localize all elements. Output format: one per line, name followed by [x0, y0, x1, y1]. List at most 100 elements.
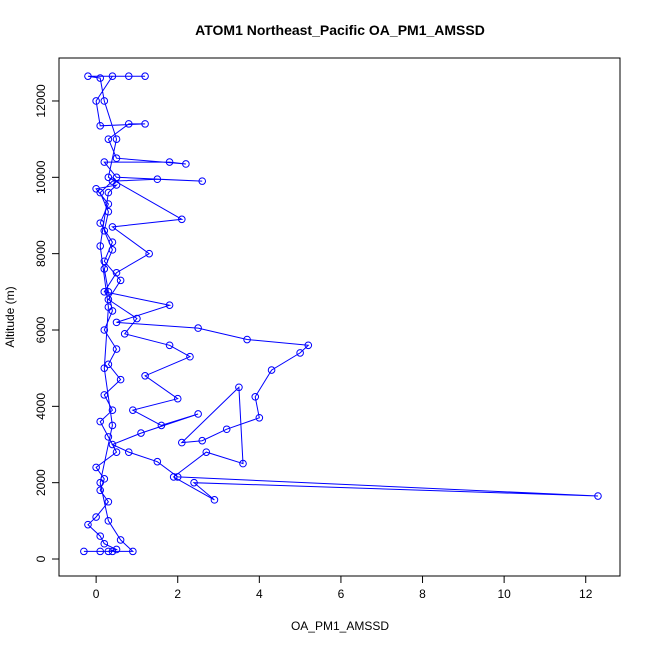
data-point — [92, 513, 100, 521]
data-point — [169, 473, 178, 481]
data-point — [153, 175, 162, 184]
data-point — [104, 360, 113, 369]
data-point — [129, 406, 137, 414]
data-point — [304, 341, 313, 350]
data-point — [190, 478, 198, 487]
data-point — [222, 425, 231, 434]
data-point — [100, 364, 109, 372]
data-point — [104, 547, 113, 556]
data-point — [96, 242, 105, 250]
data-point — [141, 120, 149, 128]
data-point — [100, 257, 109, 266]
data-point — [112, 173, 121, 182]
data-point — [255, 413, 264, 422]
data-point — [84, 520, 92, 529]
data-point — [296, 349, 304, 357]
data-point — [108, 246, 117, 254]
data-point — [112, 268, 121, 277]
data-point — [165, 158, 174, 166]
y-tick-label: 8000 — [34, 240, 48, 267]
data-point — [104, 295, 113, 304]
data-point — [96, 417, 105, 426]
data-point — [104, 200, 113, 208]
data-point — [100, 226, 109, 235]
data-point — [194, 324, 202, 332]
data-point — [96, 121, 105, 130]
data-point — [198, 436, 207, 445]
data-point — [100, 539, 109, 548]
data-point — [112, 318, 121, 327]
data-point — [210, 496, 219, 504]
data-point — [243, 335, 251, 344]
chart-title: ATOM1 Northeast_Pacific OA_PM1_AMSSD — [195, 22, 485, 38]
data-point — [108, 440, 117, 449]
data-point — [100, 326, 109, 334]
data-point — [100, 475, 109, 483]
y-tick-label: 12000 — [34, 84, 48, 118]
plot-frame — [58, 57, 621, 577]
data-point — [120, 330, 129, 338]
data-point — [92, 97, 100, 105]
data-point — [124, 120, 133, 128]
y-tick-label: 10000 — [34, 160, 48, 194]
data-point — [178, 438, 186, 447]
data-point — [80, 547, 88, 556]
data-point — [173, 473, 182, 481]
data-point — [96, 219, 105, 227]
data-point — [92, 184, 100, 193]
data-point — [178, 215, 186, 224]
x-tick-label: 10 — [497, 587, 511, 601]
data-point — [100, 391, 109, 399]
data-point — [251, 392, 260, 401]
data-point — [108, 547, 117, 556]
data-point — [96, 188, 105, 197]
data-point — [84, 72, 92, 80]
data-point — [112, 154, 121, 163]
data-point — [186, 352, 194, 361]
data-point — [108, 238, 117, 247]
data-point — [141, 72, 149, 80]
data-point — [104, 497, 113, 506]
y-axis-label: Altitude (m) — [3, 286, 17, 347]
data-point — [104, 207, 113, 216]
data-point — [96, 547, 105, 556]
data-point — [239, 459, 247, 468]
data-point — [108, 72, 117, 80]
data-point — [96, 532, 105, 540]
data-point — [108, 223, 117, 231]
data-point — [112, 545, 121, 554]
y-tick-label: 2000 — [34, 469, 48, 496]
data-point — [104, 288, 113, 296]
data-point — [173, 394, 182, 403]
data-point — [141, 372, 149, 380]
data-point — [96, 486, 105, 495]
x-axis-label: OA_PM1_AMSSD — [291, 619, 389, 633]
data-point — [100, 265, 109, 273]
data-point — [165, 301, 174, 309]
x-tick-label: 8 — [419, 587, 426, 601]
x-tick-label: 2 — [174, 587, 181, 601]
data-point — [124, 72, 133, 80]
data-point — [108, 406, 117, 414]
data-point — [165, 341, 174, 350]
data-point — [104, 135, 113, 143]
y-tick-label: 6000 — [34, 316, 48, 343]
data-point — [198, 177, 207, 185]
data-point — [267, 366, 276, 374]
data-point — [235, 383, 243, 392]
data-point — [104, 303, 113, 311]
data-line — [83, 75, 599, 552]
y-tick-label: 4000 — [34, 393, 48, 420]
data-point — [96, 478, 105, 487]
x-tick-label: 4 — [256, 587, 263, 601]
data-point — [108, 421, 117, 430]
data-point — [137, 429, 145, 437]
data-point — [92, 463, 100, 472]
data-point — [194, 410, 202, 418]
data-point — [129, 547, 137, 556]
data-point — [104, 188, 113, 197]
data-point — [116, 276, 125, 285]
data-point — [202, 448, 211, 456]
